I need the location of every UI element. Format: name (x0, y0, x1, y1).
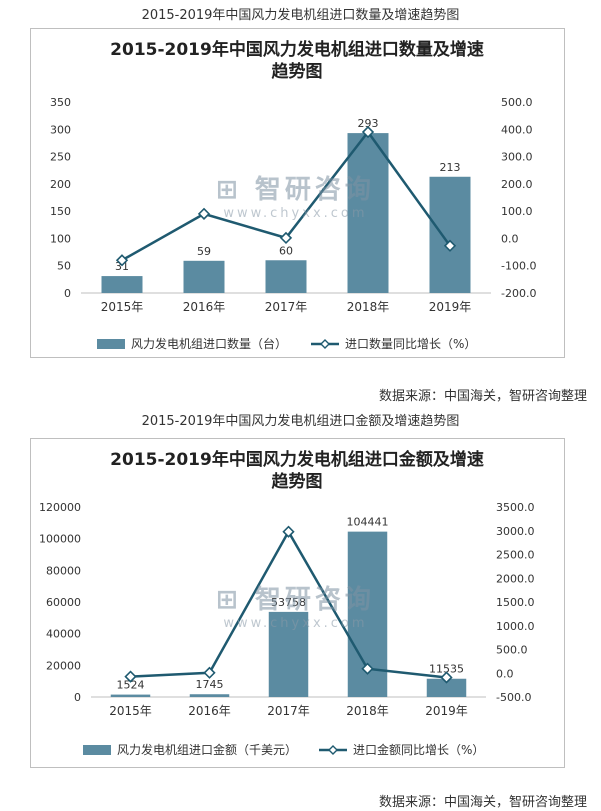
bar (429, 176, 471, 293)
y-right-tick-label: 2500.0 (496, 549, 535, 562)
bar-data-label: 1745 (196, 678, 224, 691)
legend-line-marker (328, 745, 338, 755)
y-left-tick-label: 60000 (46, 596, 81, 609)
y-right-tick-label: -500.0 (496, 691, 531, 704)
growth-point (361, 662, 374, 675)
y-left-tick-label: 120000 (39, 501, 81, 514)
y-left-tick-label: 100 (50, 232, 71, 245)
bar (101, 276, 143, 293)
bar-data-label: 59 (197, 245, 211, 258)
legend-line-label: 进口数量同比增长（%） (345, 336, 476, 351)
bar (268, 611, 309, 697)
x-tick-label: 2016年 (188, 704, 231, 718)
growth-point (440, 671, 453, 684)
y-right-tick-label: 0.0 (501, 232, 519, 245)
y-left-tick-label: 300 (50, 123, 71, 136)
top-caption: 2015-2019年中国风力发电机组进口数量及增速趋势图 (141, 8, 460, 23)
y-left-tick-label: 250 (50, 151, 71, 164)
bar (183, 260, 225, 293)
y-left-tick-label: 150 (50, 205, 71, 218)
chart-title-line2: 趋势图 (272, 471, 323, 492)
chart-title-line1: 2015-2019年中国风力发电机组进口数量及增速 (110, 39, 484, 60)
y-right-tick-label: -100.0 (501, 260, 536, 273)
x-tick-label: 2017年 (265, 300, 308, 314)
growth-point (279, 231, 293, 245)
legend-bar-label: 风力发电机组进口金额（千美元） (117, 742, 297, 757)
legend-bar-label: 风力发电机组进口数量（台） (131, 336, 287, 351)
bar (110, 694, 151, 697)
y-left-tick-label: 80000 (46, 564, 81, 577)
y-right-tick-label: 1000.0 (496, 620, 535, 633)
source-note-bottom: 数据来源：中国海关，智研咨询整理 (378, 795, 587, 810)
bar-data-label: 1524 (117, 679, 145, 692)
y-right-tick-label: 3500.0 (496, 501, 535, 514)
x-tick-label: 2018年 (347, 300, 390, 314)
y-left-tick-label: 0 (74, 691, 81, 704)
x-tick-label: 2019年 (429, 300, 472, 314)
legend-line-label: 进口金额同比增长（%） (353, 742, 484, 757)
y-left-tick-label: 100000 (39, 533, 81, 546)
chart-panel-quantity: 2015-2019年中国风力发电机组进口数量及增速 趋势图 0 50 100 150 200… (30, 28, 565, 358)
y-left-tick-label: 200 (50, 178, 71, 191)
growth-point (282, 525, 295, 538)
y-right-tick-label: 300.0 (501, 151, 533, 164)
bar (265, 260, 307, 293)
y-left-tick-label: 50 (57, 260, 71, 273)
y-right-tick-label: 2000.0 (496, 572, 535, 585)
y-left-tick-label: 20000 (46, 659, 81, 672)
bar-data-label: 11535 (429, 663, 464, 676)
bar (347, 133, 389, 293)
y-right-tick-label: -200.0 (501, 287, 536, 300)
x-tick-label: 2019年 (425, 704, 468, 718)
bar (189, 694, 230, 697)
bar (426, 678, 467, 697)
legend-bar-swatch (83, 745, 111, 755)
x-tick-label: 2016年 (183, 300, 226, 314)
y-right-tick-label: 100.0 (501, 205, 533, 218)
y-right-tick-label: 500.0 (501, 96, 533, 109)
bar-data-label: 53758 (271, 596, 306, 609)
x-tick-label: 2018年 (346, 704, 389, 718)
legend-bar-swatch (97, 339, 125, 349)
y-left-tick-label: 0 (64, 287, 71, 300)
growth-point (443, 239, 457, 252)
bar-data-label: 104441 (347, 516, 389, 529)
source-note-top: 数据来源：中国海关，智研咨询整理 (378, 389, 587, 404)
bar-data-label: 60 (279, 244, 293, 257)
chart-title-line1: 2015-2019年中国风力发电机组进口金额及增速 (110, 449, 484, 470)
y-right-tick-label: 3000.0 (496, 525, 535, 538)
y-right-tick-label: 200.0 (501, 178, 533, 191)
quantity-chart: 2015-2019年中国风力发电机组进口数量及增速趋势图 0 50 100 150 200… (50, 39, 536, 351)
amount-chart: 2015-2019年中国风力发电机组进口金额及增速趋势图 0 20000 40000 6… (39, 449, 535, 757)
bottom-caption: 2015-2019年中国风力发电机组进口金额及增速趋势图 (141, 414, 460, 429)
y-right-tick-label: 0.0 (496, 667, 514, 680)
bar-data-label: 213 (440, 161, 461, 174)
y-left-tick-label: 40000 (46, 628, 81, 641)
bar-data-label: 293 (358, 117, 379, 130)
growth-point (197, 207, 211, 221)
x-tick-label: 2015年 (109, 704, 152, 718)
y-right-tick-label: 1500.0 (496, 596, 535, 609)
y-left-tick-label: 350 (50, 96, 71, 109)
x-tick-label: 2017年 (267, 704, 310, 718)
bar-data-label: 31 (115, 260, 129, 273)
legend-line-marker (320, 339, 330, 349)
growth-point (124, 670, 137, 683)
y-right-tick-label: 500.0 (496, 644, 528, 657)
growth-point (115, 254, 129, 267)
y-right-tick-label: 400.0 (501, 123, 533, 136)
chart-panel-amount: 2015-2019年中国风力发电机组进口金额及增速 趋势图 0 20000 40000 6… (30, 438, 565, 768)
x-tick-label: 2015年 (101, 300, 144, 314)
growth-point (361, 125, 375, 139)
growth-point (203, 666, 216, 679)
chart-title-line2: 趋势图 (272, 61, 323, 82)
